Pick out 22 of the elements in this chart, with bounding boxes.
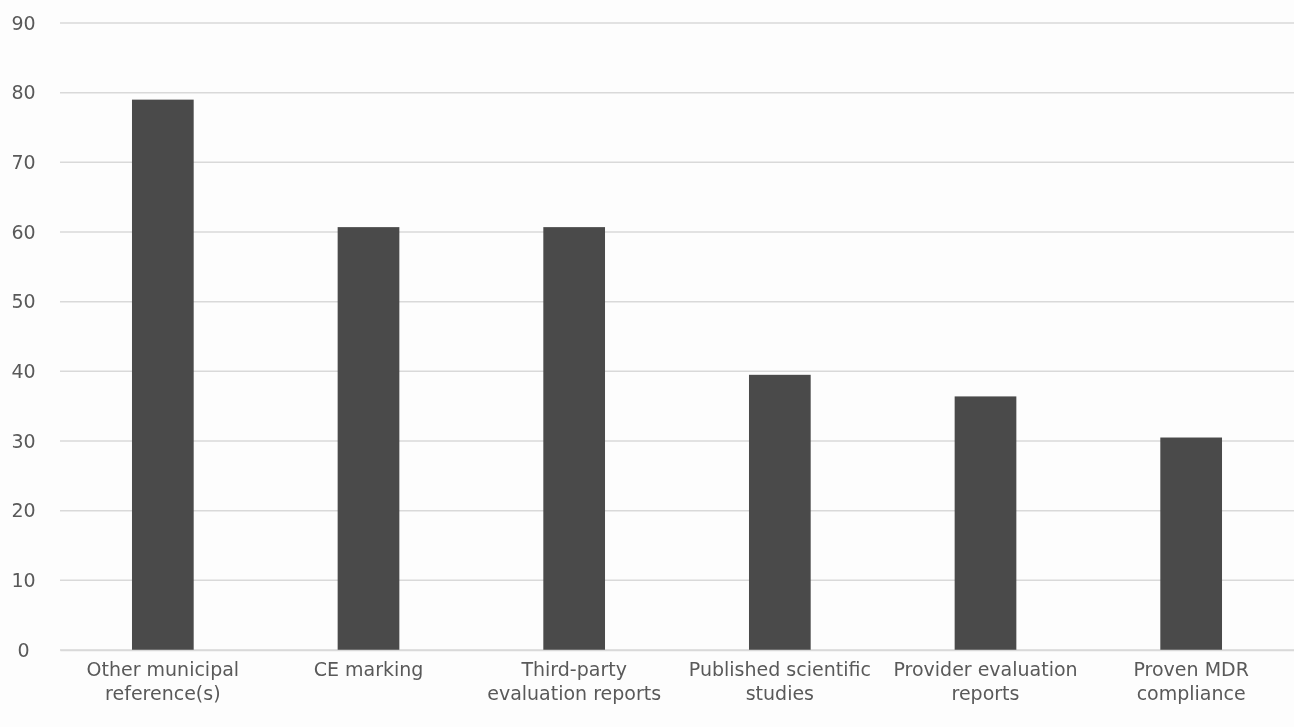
y-tick-label: 0: [17, 638, 30, 661]
y-tick-label: 70: [11, 150, 36, 173]
y-tick-label: 60: [11, 220, 36, 243]
bar: [1160, 437, 1223, 650]
x-tick-label: Published scientific studies: [688, 657, 871, 704]
x-tick-label: Proven MDR compliance: [1133, 657, 1249, 704]
bar: [954, 396, 1017, 650]
bar: [543, 227, 606, 650]
bar: [337, 227, 400, 650]
bar: [748, 374, 811, 650]
bar: [131, 99, 194, 650]
y-tick-label: 50: [11, 290, 36, 313]
y-tick-label: 10: [11, 568, 36, 591]
y-tick-label: 20: [11, 499, 36, 522]
y-tick-label: 30: [11, 429, 36, 452]
y-tick-label: 80: [11, 81, 36, 104]
x-tick-label: Third-party evaluation reports: [487, 657, 662, 704]
y-tick-label: 40: [11, 359, 36, 382]
x-tick-label: Provider evaluation reports: [893, 657, 1078, 704]
x-tick-label: CE marking: [313, 657, 424, 680]
x-tick-label: Other municipal reference(s): [86, 657, 240, 704]
y-tick-label: 90: [11, 11, 36, 34]
